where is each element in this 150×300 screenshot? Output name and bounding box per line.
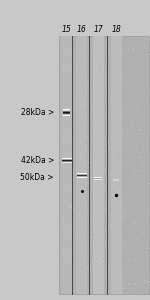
FancyBboxPatch shape bbox=[77, 175, 87, 176]
FancyBboxPatch shape bbox=[62, 160, 72, 161]
FancyBboxPatch shape bbox=[62, 161, 72, 162]
FancyBboxPatch shape bbox=[62, 158, 72, 159]
FancyBboxPatch shape bbox=[62, 158, 72, 159]
FancyBboxPatch shape bbox=[63, 110, 70, 111]
FancyBboxPatch shape bbox=[63, 112, 70, 113]
Text: 16: 16 bbox=[77, 26, 87, 34]
Text: 50kDa >: 50kDa > bbox=[21, 172, 54, 182]
FancyBboxPatch shape bbox=[77, 173, 87, 174]
FancyBboxPatch shape bbox=[77, 177, 87, 178]
FancyBboxPatch shape bbox=[63, 115, 70, 116]
Text: 28kDa >: 28kDa > bbox=[21, 108, 54, 117]
FancyBboxPatch shape bbox=[111, 36, 122, 294]
FancyBboxPatch shape bbox=[63, 111, 70, 112]
Text: 18: 18 bbox=[111, 26, 121, 34]
Text: 42kDa >: 42kDa > bbox=[21, 156, 54, 165]
FancyBboxPatch shape bbox=[62, 161, 72, 162]
FancyBboxPatch shape bbox=[61, 36, 72, 294]
FancyBboxPatch shape bbox=[63, 113, 70, 114]
FancyBboxPatch shape bbox=[62, 160, 72, 161]
FancyBboxPatch shape bbox=[59, 36, 149, 294]
FancyBboxPatch shape bbox=[93, 36, 104, 294]
FancyBboxPatch shape bbox=[62, 162, 72, 163]
Text: 15: 15 bbox=[62, 26, 72, 34]
Text: 17: 17 bbox=[93, 26, 103, 34]
FancyBboxPatch shape bbox=[63, 114, 70, 115]
FancyBboxPatch shape bbox=[77, 174, 87, 175]
FancyBboxPatch shape bbox=[77, 173, 87, 174]
FancyBboxPatch shape bbox=[63, 114, 70, 115]
FancyBboxPatch shape bbox=[77, 176, 87, 177]
FancyBboxPatch shape bbox=[76, 36, 87, 294]
FancyBboxPatch shape bbox=[77, 175, 87, 176]
FancyBboxPatch shape bbox=[63, 113, 70, 114]
FancyBboxPatch shape bbox=[77, 174, 87, 175]
FancyBboxPatch shape bbox=[62, 159, 72, 160]
